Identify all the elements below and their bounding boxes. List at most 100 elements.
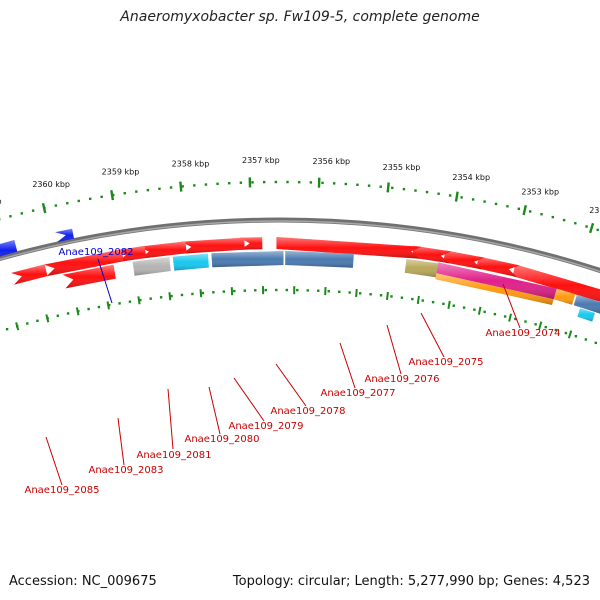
scale-dot: [574, 222, 577, 225]
lower-track-dot: [594, 341, 598, 345]
lower-track-dot: [534, 323, 537, 326]
scale-dot: [89, 197, 92, 201]
label-leader: [275, 363, 307, 407]
scale-tick-label: 2355 kbp: [383, 163, 421, 172]
lower-track-dot: [36, 319, 39, 323]
scale-tick-label: 2359 kbp: [102, 168, 140, 177]
lower-track-dot: [493, 312, 497, 316]
gene-feature-shading: [239, 237, 263, 250]
label-leader: [167, 388, 174, 450]
scale-dot: [596, 228, 599, 232]
scale-tick-label: 2360 kbp: [32, 180, 70, 189]
scale-dot: [274, 180, 278, 184]
lower-track-dot: [201, 291, 205, 295]
scale-dot: [344, 182, 348, 186]
gene-feature-shading: [62, 264, 116, 289]
label-leader: [502, 283, 521, 329]
gene-label: Anae109_2079: [229, 421, 304, 432]
lower-track-dot: [222, 290, 226, 293]
gene-feature-shading: [172, 253, 209, 271]
lower-track-dot: [514, 317, 517, 321]
lower-track-tick: [386, 291, 389, 301]
lower-track-tick: [199, 289, 203, 298]
scale-dot: [286, 180, 289, 184]
gene-label: Anae109_2078: [271, 406, 346, 417]
scale-dot: [123, 192, 126, 195]
lower-track-dot: [421, 299, 424, 302]
scale-dot: [448, 194, 452, 197]
gene-label: Anae109_2077: [321, 388, 396, 399]
scale-dot: [551, 215, 555, 219]
lower-track-dot: [390, 295, 393, 298]
lower-track-dot: [462, 306, 466, 309]
gene-feature-shading: [181, 237, 245, 254]
scale-dot: [100, 195, 103, 199]
gene-feature-shading: [138, 241, 187, 259]
label-leader: [420, 312, 445, 358]
lower-track-dot: [5, 327, 9, 331]
backbone-highlight: [0, 220, 600, 273]
gene-label: Anae109_2075: [409, 357, 484, 368]
lower-track-dot: [191, 292, 194, 296]
scale-tick: [179, 181, 183, 192]
lower-track-dot: [233, 289, 236, 293]
scale-dot: [528, 210, 532, 213]
scale-dot: [391, 186, 394, 190]
scale-dot: [169, 186, 173, 189]
lower-track-dot: [564, 331, 568, 335]
lower-track-tick: [567, 330, 573, 339]
scale-dot: [460, 196, 463, 199]
lower-track-tick: [508, 313, 512, 322]
lower-track-dot: [400, 296, 404, 299]
lower-track-dot: [159, 296, 163, 299]
scale-dot: [483, 200, 486, 203]
lower-track-dot: [524, 320, 527, 323]
gene-feature-shading: [436, 262, 557, 300]
accession-text: Accession: NC_009675: [9, 574, 157, 589]
scale-dot: [379, 185, 382, 188]
lower-track-dot: [212, 291, 215, 294]
lower-track-dot: [574, 335, 578, 338]
scale-tick: [588, 222, 595, 234]
lower-track-tick: [477, 306, 482, 315]
scale-dot: [332, 182, 336, 185]
lower-track-dot: [254, 289, 257, 292]
scale-tick: [41, 202, 47, 214]
scale-tick: [522, 204, 528, 216]
gene-label: Anae109_2082: [59, 247, 134, 258]
gene-feature-shading: [512, 264, 600, 302]
scale-dot: [562, 218, 566, 222]
lower-track-tick: [106, 301, 110, 310]
scale-dot: [193, 184, 196, 187]
lower-track-dot: [327, 290, 330, 293]
lower-track-dot: [170, 294, 173, 298]
gene-label: Anae109_2080: [185, 434, 260, 445]
lower-track-dot: [348, 291, 351, 294]
scale-tick-label: 2358 kbp: [172, 160, 210, 169]
gene-label: Anae109_2085: [25, 485, 100, 496]
lower-track-dot: [544, 325, 547, 329]
map-title: Anaeromyxobacter sp. Fw109-5, complete g…: [120, 9, 480, 25]
scale-dot: [471, 198, 475, 201]
lower-track-dot: [379, 294, 383, 297]
lower-track-tick: [447, 300, 451, 309]
lower-track-tick: [416, 295, 420, 305]
lower-track-dot: [87, 307, 90, 311]
lower-track-dot: [483, 310, 486, 314]
scale-dot: [540, 213, 543, 216]
lower-track-dot: [139, 298, 142, 302]
lower-track-dot: [369, 293, 372, 296]
scale-dot: [77, 199, 80, 203]
lower-track-dot: [108, 303, 111, 307]
scale-tick-label: 2356 kbp: [312, 157, 350, 166]
lower-track-dot: [56, 314, 60, 317]
scale-track: 2352 kbp 2353 kbp 2354 kbp 2355 kbp 2356 kbp…: [0, 156, 600, 345]
lower-track-dot: [66, 312, 70, 315]
lower-track-dot: [180, 293, 184, 297]
scale-dot: [585, 225, 588, 228]
lower-track-dot: [149, 297, 152, 300]
scale-dot: [181, 185, 184, 188]
lower-track-dot: [503, 315, 507, 318]
gene-feature-shading: [276, 237, 422, 259]
